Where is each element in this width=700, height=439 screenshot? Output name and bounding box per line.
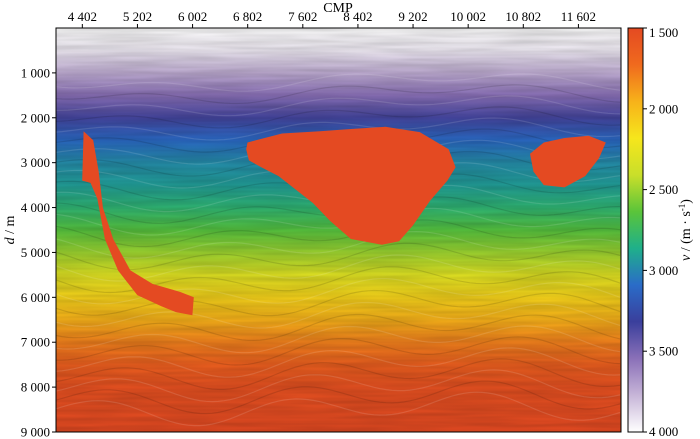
right-salt-body [530, 135, 606, 188]
y-axis-title: d / m [3, 216, 18, 245]
colorbar-symbol: v [679, 254, 694, 261]
layer-line [56, 84, 621, 105]
colorbar-tick-label: 2 000 [649, 101, 678, 116]
y-tick-label: 7 000 [21, 335, 50, 350]
layer-line [56, 301, 621, 329]
colorbar-unit-close: ) [679, 199, 694, 204]
y-tick-label: 9 000 [21, 425, 50, 439]
layer-line [56, 254, 621, 282]
left-salt-body [82, 131, 194, 316]
layer-line [56, 336, 621, 366]
layer-line [56, 369, 621, 403]
y-axis-ticks: 1 000 2 000 3 000 4 000 5 000 6 000 7 000 8 000… [21, 65, 56, 439]
layer-line [56, 391, 621, 427]
x-tick-label: 7 602 [288, 9, 317, 24]
layer-line [56, 358, 621, 390]
x-tick-label: 5 202 [123, 9, 152, 24]
x-axis-ticks: 4 402 5 202 6 002 6 802 7 602 8 402 9 202 10 00… [68, 9, 596, 28]
y-tick-label: 4 000 [21, 200, 50, 215]
colorbar-tick-label: 2 500 [649, 182, 678, 197]
plot-area [56, 28, 621, 432]
central-salt-body [246, 126, 456, 245]
layer-line [56, 106, 621, 129]
colorbar-title: v / (m · s-1) [677, 199, 694, 261]
colorbar-ticks: 1 500 2 000 2 500 3 000 3 500 4 000 [643, 25, 678, 439]
y-axis-unit: / m [3, 216, 18, 238]
x-tick-label: 11 602 [561, 9, 596, 24]
x-tick-label: 4 402 [68, 9, 97, 24]
layer-line [56, 230, 621, 259]
colorbar-tick-label: 1 500 [649, 25, 678, 40]
x-tick-label: 10 802 [505, 9, 541, 24]
colorbar-tick-label: 3 000 [649, 263, 678, 278]
x-tick-label: 6 002 [178, 9, 207, 24]
layer-line [56, 73, 621, 92]
colorbar-unit-exponent: -1 [677, 204, 687, 212]
x-tick-label: 9 202 [398, 9, 427, 24]
y-tick-label: 1 000 [21, 65, 50, 80]
plot-frame [55, 27, 622, 433]
layer-line [56, 289, 621, 317]
y-tick-label: 2 000 [21, 110, 50, 125]
y-tick-label: 5 000 [21, 245, 50, 260]
layer-line [56, 380, 621, 415]
colorbar-tick-label: 3 500 [649, 344, 678, 359]
layer-line [56, 347, 621, 378]
colorbar-unit: / (m · s [679, 211, 694, 255]
x-tick-label: 6 802 [233, 9, 262, 24]
layer-line [56, 313, 621, 342]
x-tick-label: 10 002 [450, 9, 486, 24]
colorbar [627, 27, 644, 433]
colorbar-tick-label: 4 000 [649, 424, 678, 439]
layer-line [56, 95, 621, 117]
layer-line [56, 117, 621, 141]
y-tick-label: 8 000 [21, 380, 50, 395]
x-axis-title: CMP [323, 1, 353, 16]
layer-line [56, 325, 621, 354]
y-tick-label: 3 000 [21, 155, 50, 170]
y-axis-symbol: d [3, 236, 18, 244]
y-tick-label: 6 000 [21, 290, 50, 305]
strata-texture [56, 28, 621, 432]
layer-line [56, 242, 621, 271]
x-tick-label: 8 402 [343, 9, 372, 24]
salt-bodies [82, 126, 606, 316]
layer-line [56, 219, 621, 248]
